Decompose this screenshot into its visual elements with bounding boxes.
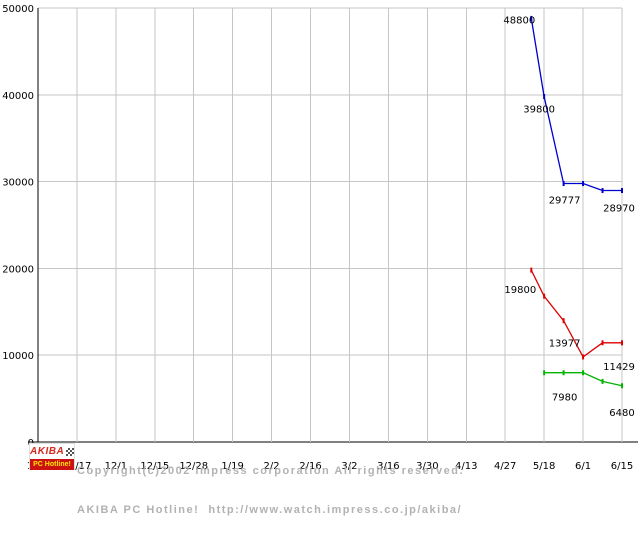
x-axis-tick-label: 3/2 xyxy=(341,461,357,472)
green-price-line-marker xyxy=(621,383,623,389)
x-axis-tick-label: 12/15 xyxy=(140,461,169,472)
checkered-flag-icon xyxy=(66,447,74,456)
akiba-pc-hotline-logo: AKIBA PC Hotline! xyxy=(29,443,75,470)
copyright-text: Copyright(c)2002 impress corporation All… xyxy=(77,465,465,477)
x-axis-tick-label: 5/18 xyxy=(533,461,555,472)
red-price-line-value-label: 13977 xyxy=(549,339,581,350)
y-axis-tick-label: 20000 xyxy=(2,264,34,275)
red-price-line-value-label: 19800 xyxy=(504,285,536,296)
green-price-line-marker xyxy=(582,370,585,376)
red-price-line-marker xyxy=(530,267,533,273)
blue-price-line-marker xyxy=(621,188,623,194)
x-axis-tick-label: 4/13 xyxy=(455,461,477,472)
red-price-line xyxy=(530,269,622,358)
green-price-line-marker xyxy=(562,370,565,376)
red-price-line-marker xyxy=(621,340,623,346)
x-axis-tick-label: 4/27 xyxy=(494,461,516,472)
x-axis-tick-label: 11/17 xyxy=(63,461,92,472)
green-price-line-marker xyxy=(543,370,546,376)
site-url-text: AKIBA PC Hotline! http://www.watch.impre… xyxy=(77,504,463,516)
blue-price-line-marker xyxy=(530,15,533,21)
red-price-line-marker xyxy=(582,354,585,360)
logo-akiba-text: AKIBA xyxy=(30,446,65,457)
x-axis-tick-label: 2/16 xyxy=(299,461,321,472)
y-axis-tick-label: 40000 xyxy=(2,91,34,102)
blue-price-line-marker xyxy=(582,181,585,187)
green-price-line-value-label: 6480 xyxy=(609,408,634,419)
blue-price-line xyxy=(530,18,622,192)
footer-credit: Copyright(c)2002 impress corporation All… xyxy=(77,439,464,543)
x-axis-tick-label: 6/1 xyxy=(575,461,591,472)
green-price-line-marker xyxy=(601,378,604,384)
x-axis-tick-label: 2/2 xyxy=(264,461,280,472)
x-axis-tick-label: 12/28 xyxy=(179,461,208,472)
price-line-chart: 5000040000300002000010000011/311/1712/11… xyxy=(2,4,638,472)
blue-price-line-marker xyxy=(543,94,546,100)
logo-top-row: AKIBA xyxy=(30,444,74,459)
blue-price-line-marker xyxy=(562,181,565,187)
x-axis-tick-label: 12/1 xyxy=(105,461,127,472)
x-axis-tick-label: 3/30 xyxy=(416,461,438,472)
price-trend-chart-page: 5000040000300002000010000011/311/1712/11… xyxy=(2,4,638,516)
blue-price-line-marker xyxy=(601,188,604,194)
green-price-line-value-label: 7980 xyxy=(552,393,577,404)
x-axis-tick-label: 3/16 xyxy=(377,461,399,472)
y-axis-tick-label: 50000 xyxy=(2,4,34,15)
red-price-line-marker xyxy=(543,293,546,299)
x-axis-tick-label: 1/19 xyxy=(221,461,243,472)
blue-price-line-value-label: 39800 xyxy=(523,105,555,116)
x-axis-tick-label: 6/15 xyxy=(611,461,633,472)
red-price-line-marker xyxy=(601,340,604,346)
y-axis-tick-label: 10000 xyxy=(2,351,34,362)
red-price-line-value-label: 11429 xyxy=(603,362,635,373)
y-axis-tick-label: 30000 xyxy=(2,178,34,189)
logo-pc-hotline-text: PC Hotline! xyxy=(30,459,74,470)
blue-price-line-value-label: 48800 xyxy=(503,15,535,26)
blue-price-line-value-label: 29777 xyxy=(549,196,581,207)
blue-price-line-value-label: 28970 xyxy=(603,204,635,215)
red-price-line-marker xyxy=(562,318,565,324)
